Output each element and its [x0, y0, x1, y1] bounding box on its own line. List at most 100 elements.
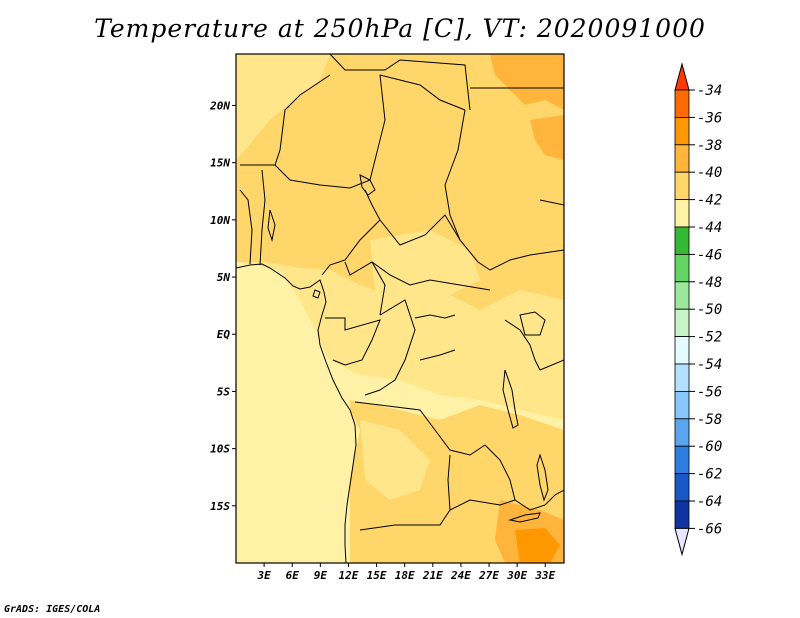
colorbar-label: -64 [697, 494, 722, 510]
field-band-north [236, 54, 564, 310]
border-nigeria-cameroon [321, 189, 381, 276]
colorbar-swatch [674, 253, 690, 283]
field-patch-drc [360, 420, 430, 500]
colorbar-bottom-arrow [674, 527, 690, 557]
lat-tick-label: 15N [210, 157, 230, 170]
border-angola-zambia [359, 454, 451, 531]
border-uganda [504, 319, 541, 371]
lon-tick-label: 3E [256, 569, 271, 582]
river-ubangi [419, 349, 456, 361]
lake-malawi [536, 453, 549, 502]
islands-bioko [312, 289, 321, 299]
colorbar-swatch [674, 144, 690, 173]
colorbar-swatch [674, 117, 690, 146]
lat-tick-label: 20N [209, 99, 230, 112]
lat-tick-label: 10S [210, 443, 230, 456]
colorbar-label: -38 [697, 138, 722, 154]
colorbar-label: -58 [697, 412, 722, 428]
map-frame [235, 53, 565, 564]
colorbar-label: -46 [697, 247, 722, 263]
border-drc-angola [354, 401, 486, 456]
lat-tick-label: 10N [210, 214, 230, 227]
colorbar-label: -62 [697, 467, 722, 483]
chart-title: Temperature at 250hPa [C], VT: 202009100… [94, 14, 706, 43]
colorbar-swatch [674, 500, 690, 529]
colorbar-swatch [674, 418, 690, 447]
lon-tick-label: 33E [534, 569, 555, 582]
colorbar-swatch [674, 390, 690, 420]
colorbar-label: -56 [697, 384, 722, 400]
colorbar-swatch [674, 308, 690, 338]
temperature-field [236, 54, 564, 563]
border-ghana [239, 189, 253, 265]
lon-tick-label: 30E [506, 569, 527, 582]
colorbar-label: -50 [697, 302, 722, 318]
field-warm-se-inner [515, 528, 560, 563]
border-drc-congo [364, 299, 416, 396]
colorbar-legend: -34 -36 -38 -40 -42 -44 -46 -48 -50 -52 -54 -56 -58 -… [674, 62, 722, 557]
border-niger-nigeria [274, 74, 386, 189]
colorbar-swatch [674, 171, 690, 200]
river-congo [414, 314, 456, 319]
colorbar-swatch [674, 199, 690, 228]
border-tanzania [539, 359, 564, 371]
colorbar-swatch [674, 281, 690, 310]
border-chad-sudan [444, 109, 491, 271]
border-chad-car [379, 214, 461, 246]
colorbar-swatch [674, 363, 690, 392]
lat-tick-label: 5N [217, 271, 231, 284]
colorbar-label: -36 [697, 110, 722, 126]
lake-victoria [519, 311, 546, 336]
colorbar-label: -52 [697, 330, 722, 346]
coastline-west-africa [236, 263, 357, 563]
lon-tick-label: 9E [314, 569, 328, 582]
lon-tick-label: 21E [422, 569, 443, 582]
colorbar-label: -48 [697, 275, 722, 291]
lon-tick-label: 15E [367, 569, 387, 582]
colorbar-label: -60 [697, 439, 722, 455]
lon-tick-label: 24E [450, 569, 471, 582]
field-patch-central [370, 230, 480, 310]
field-warm-east [530, 115, 564, 160]
colorbar-label: -40 [697, 165, 722, 181]
longitude-axis: 3E 6E 9E 12E 15E 18E 21E 24E 27E 30E 33E [256, 563, 556, 582]
lat-tick-label: EQ [217, 328, 231, 341]
field-patch-atlantic [236, 262, 360, 563]
border-car-south [371, 261, 491, 291]
volta-lake [267, 209, 276, 242]
colorbar-label: -42 [697, 193, 722, 209]
border-cameroon-south [344, 261, 386, 316]
colorbar-label: -44 [697, 220, 722, 236]
lon-tick-label: 27E [478, 569, 499, 582]
lon-tick-label: 6E [286, 569, 300, 582]
colorbar-swatch [674, 336, 690, 365]
lake-kariba [508, 512, 541, 523]
border-mozambique [514, 489, 564, 511]
colorbar-swatch [674, 89, 690, 118]
border-niger-chad [379, 74, 466, 111]
border-ethiopia [539, 199, 564, 206]
latitude-axis: 20N 15N 10N 5N EQ 5S 10S 15S [209, 99, 236, 513]
colorbar-swatch [674, 226, 690, 255]
border-south-sudan [489, 249, 564, 271]
field-patch-sahel [236, 54, 330, 160]
field-warm-ne [490, 54, 564, 110]
lake-tanganyika [502, 369, 519, 429]
colorbar-label: -66 [697, 521, 722, 537]
border-benin-togo [259, 169, 266, 266]
border-gabon-congo [325, 317, 381, 366]
colorbar-swatch [674, 473, 690, 502]
field-band-center [236, 262, 564, 420]
lon-tick-label: 12E [339, 569, 359, 582]
grads-credit: GrADS: IGES/COLA [4, 604, 101, 615]
colorbar-top-arrow [674, 62, 690, 91]
colorbar-swatch [674, 445, 690, 475]
border-mali-niger [240, 74, 331, 166]
colorbar-label: -54 [697, 357, 722, 373]
border-algeria-niger [329, 54, 471, 111]
lake-chad [359, 174, 376, 196]
lat-tick-label: 15S [210, 500, 230, 513]
political-borders [236, 54, 564, 563]
lat-tick-label: 5S [217, 385, 231, 398]
